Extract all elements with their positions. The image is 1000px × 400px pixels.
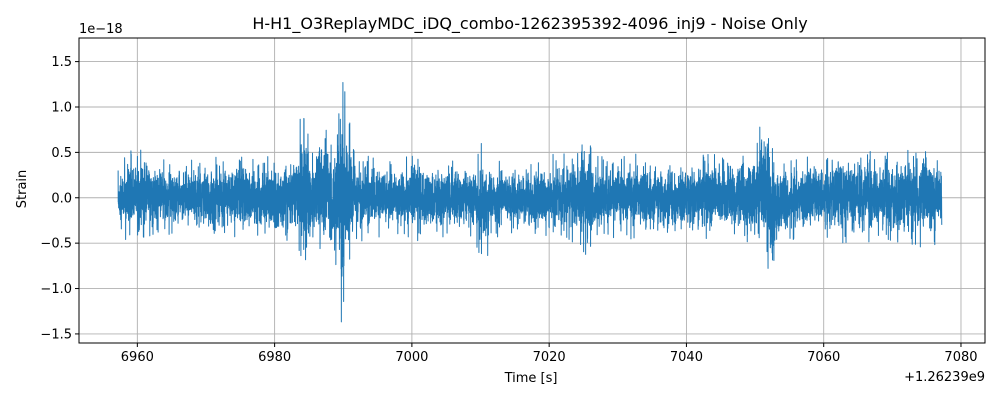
y-tick-label: 1.0 (51, 100, 72, 115)
x-offset-label: +1.26239e9 (904, 370, 985, 385)
x-tick-label: 7000 (395, 350, 428, 365)
chart-title: H-H1_O3ReplayMDC_iDQ_combo-1262395392-40… (252, 14, 807, 34)
y-tick-label: 0.0 (51, 191, 72, 206)
y-tick-label: 1.5 (51, 55, 72, 70)
x-axis: 6960 6980 7000 7020 7040 7060 7080 (121, 343, 978, 365)
strain-series-line (117, 82, 943, 323)
y-axis-label: Strain (15, 170, 30, 209)
axes-frame (78, 37, 986, 344)
plot-area (117, 82, 943, 323)
x-tick-label: 6980 (258, 350, 291, 365)
x-tick-label: 7060 (807, 350, 840, 365)
y-tick-label: −0.5 (40, 237, 72, 252)
y-axis: −1.5 −1.0 −0.5 0.0 0.5 1.0 1.5 (40, 55, 79, 342)
x-tick-label: 6960 (121, 350, 154, 365)
x-axis-label: Time [s] (504, 371, 558, 386)
y-tick-label: 0.5 (51, 146, 72, 161)
y-tick-label: −1.5 (40, 327, 72, 342)
x-tick-label: 7080 (944, 350, 977, 365)
y-scale-label: 1e−18 (79, 22, 123, 37)
x-tick-label: 7040 (670, 350, 703, 365)
x-tick-label: 7020 (533, 350, 566, 365)
y-tick-label: −1.0 (40, 282, 72, 297)
